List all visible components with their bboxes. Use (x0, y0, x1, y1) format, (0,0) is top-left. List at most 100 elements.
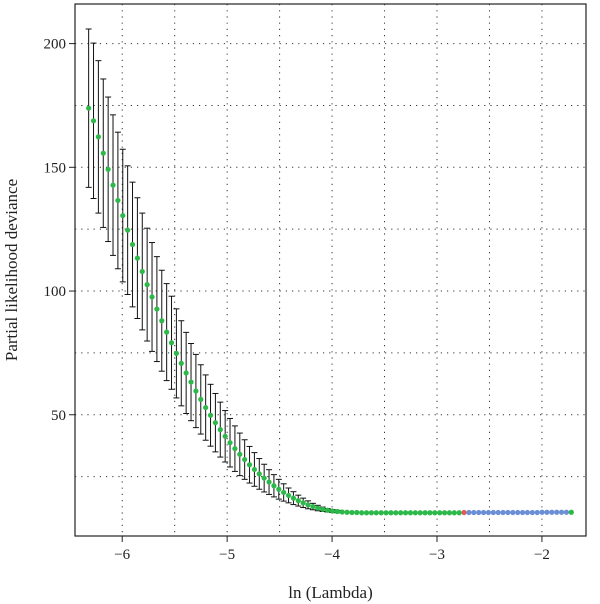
data-point (242, 456, 248, 463)
data-point (393, 510, 399, 516)
x-tick-label: −5 (219, 547, 235, 563)
data-point (349, 509, 355, 516)
data-point (383, 510, 389, 516)
data-point (524, 509, 531, 516)
data-point (159, 318, 165, 324)
data-point (305, 502, 311, 508)
data-point (173, 350, 180, 356)
data-point (217, 427, 223, 433)
data-point (500, 509, 506, 516)
data-point (407, 510, 414, 516)
data-point (290, 495, 297, 501)
data-point (276, 486, 282, 492)
data-point (373, 510, 379, 516)
data-point (149, 294, 155, 300)
data-point (388, 510, 394, 516)
data-point (554, 509, 560, 515)
data-point (417, 510, 423, 516)
data-point (515, 509, 521, 516)
y-axis-title: Partial likelihood deviance (2, 179, 21, 361)
data-points (86, 105, 574, 516)
data-point (315, 505, 321, 511)
data-point (188, 379, 194, 385)
data-point (178, 360, 184, 366)
x-tick-label: −2 (534, 547, 550, 563)
data-point (237, 451, 243, 457)
data-point (456, 510, 462, 516)
data-point (139, 268, 145, 275)
data-point (203, 404, 209, 411)
data-point (339, 509, 345, 515)
y-tick-label: 150 (44, 160, 67, 176)
data-point (105, 166, 111, 172)
data-point (466, 509, 472, 516)
data-point (232, 446, 238, 452)
x-tick-label: −6 (114, 547, 130, 563)
data-point (207, 412, 214, 418)
data-point (412, 510, 418, 516)
data-point (432, 510, 438, 516)
data-point (144, 281, 150, 288)
data-point (281, 489, 287, 496)
data-point (324, 507, 331, 513)
data-point (510, 509, 516, 516)
data-point (563, 509, 570, 515)
data-point (100, 150, 106, 156)
data-point (471, 509, 477, 516)
data-point (363, 510, 370, 516)
data-point (125, 227, 131, 233)
data-point (427, 510, 433, 516)
data-point (164, 329, 170, 335)
plot-frame (74, 3, 587, 537)
data-point (246, 462, 253, 468)
data-point (402, 510, 409, 516)
error-bars (85, 28, 341, 514)
data-point (519, 509, 526, 516)
data-point (505, 509, 511, 516)
data-point (334, 508, 340, 515)
data-point (261, 475, 267, 481)
data-point (480, 509, 487, 516)
data-point (354, 509, 360, 516)
data-point (256, 471, 262, 477)
y-tick-label: 100 (44, 284, 67, 300)
data-point (368, 510, 375, 516)
y-axis-ticks: 50 100 150 200 (44, 37, 75, 424)
data-point (539, 509, 545, 515)
data-point (198, 396, 204, 403)
x-tick-label: −3 (429, 547, 445, 563)
data-point (212, 420, 219, 426)
data-point (120, 212, 126, 219)
data-point (461, 509, 467, 516)
data-point (329, 508, 336, 514)
data-point (476, 509, 482, 516)
data-point (168, 340, 175, 346)
data-point (193, 388, 199, 394)
data-point (437, 510, 443, 516)
data-point (300, 500, 306, 506)
data-point (422, 510, 428, 516)
data-point (558, 509, 565, 515)
data-point (86, 105, 92, 111)
data-point (285, 492, 292, 499)
data-point (227, 440, 233, 446)
data-point (266, 479, 272, 485)
data-point (90, 118, 97, 124)
y-tick-label: 200 (44, 37, 67, 53)
data-point (544, 509, 550, 515)
data-point (485, 509, 492, 516)
data-point (495, 509, 501, 516)
data-point (568, 509, 574, 515)
data-point (115, 197, 121, 204)
data-point (271, 483, 277, 489)
data-point (378, 510, 384, 516)
data-point (251, 466, 258, 473)
x-axis-title: ln (Lambda) (288, 583, 373, 602)
data-point (295, 498, 301, 504)
data-point (490, 509, 496, 516)
data-point (110, 182, 116, 188)
x-axis-ticks: −6 −5 −4 −3 −2 (114, 536, 550, 563)
data-point (398, 510, 404, 516)
data-point (451, 510, 457, 516)
